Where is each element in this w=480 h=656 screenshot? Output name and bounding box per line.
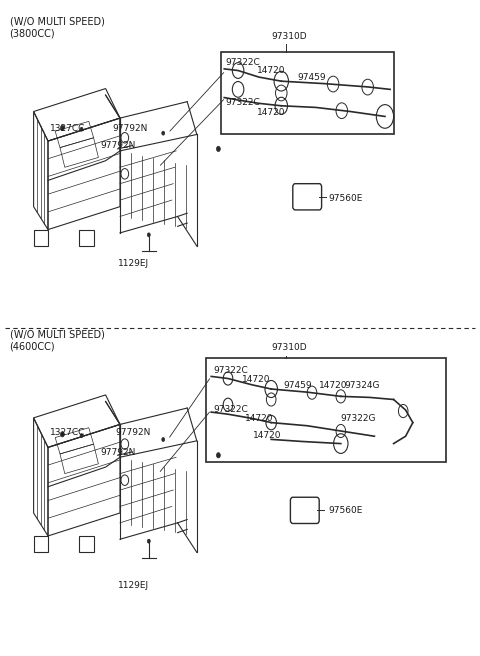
Text: 97310D: 97310D bbox=[271, 343, 307, 352]
Bar bbox=[206, 358, 446, 462]
Circle shape bbox=[147, 539, 150, 543]
Text: 14720: 14720 bbox=[245, 414, 273, 423]
Circle shape bbox=[80, 434, 83, 438]
Text: 97792N: 97792N bbox=[113, 124, 148, 133]
Text: (3800CC): (3800CC) bbox=[10, 28, 55, 38]
Text: 14720: 14720 bbox=[257, 108, 285, 117]
Text: 14720: 14720 bbox=[253, 431, 281, 440]
Text: 97322C: 97322C bbox=[214, 366, 248, 375]
Circle shape bbox=[60, 125, 64, 131]
Text: 1129EJ: 1129EJ bbox=[118, 259, 149, 268]
Circle shape bbox=[147, 233, 150, 237]
Text: (W/O MULTI SPEED): (W/O MULTI SPEED) bbox=[10, 330, 105, 340]
Text: 97322G: 97322G bbox=[341, 414, 376, 423]
Text: 97792N: 97792N bbox=[101, 448, 136, 457]
Circle shape bbox=[216, 453, 220, 458]
Circle shape bbox=[162, 131, 165, 135]
Text: 97322C: 97322C bbox=[226, 98, 260, 108]
Text: 97792N: 97792N bbox=[101, 141, 136, 150]
Circle shape bbox=[216, 146, 220, 152]
Text: 14720: 14720 bbox=[319, 381, 348, 390]
Text: 97322C: 97322C bbox=[226, 58, 260, 67]
Text: 97324G: 97324G bbox=[345, 381, 380, 390]
Text: 14720: 14720 bbox=[242, 375, 271, 384]
Text: 97792N: 97792N bbox=[115, 428, 151, 438]
Circle shape bbox=[60, 432, 64, 437]
Text: 14720: 14720 bbox=[257, 66, 285, 75]
Text: 97310D: 97310D bbox=[271, 31, 307, 41]
Bar bbox=[221, 52, 394, 134]
Text: 1129EJ: 1129EJ bbox=[118, 581, 149, 590]
Text: 97322C: 97322C bbox=[214, 405, 248, 415]
Text: 97560E: 97560E bbox=[329, 194, 363, 203]
Text: (W/O MULTI SPEED): (W/O MULTI SPEED) bbox=[10, 16, 105, 26]
Text: 1327CC: 1327CC bbox=[50, 428, 86, 438]
Circle shape bbox=[162, 438, 165, 441]
Circle shape bbox=[80, 127, 83, 131]
Text: 97459: 97459 bbox=[283, 381, 312, 390]
Text: 97459: 97459 bbox=[298, 73, 326, 82]
Text: (4600CC): (4600CC) bbox=[10, 342, 55, 352]
Text: 1327CC: 1327CC bbox=[50, 124, 86, 133]
Text: 97560E: 97560E bbox=[329, 506, 363, 515]
